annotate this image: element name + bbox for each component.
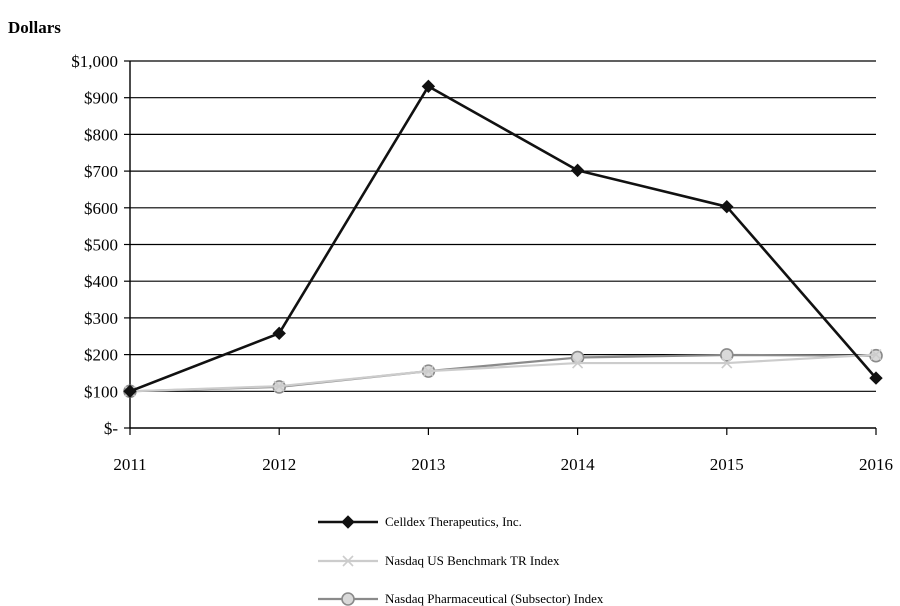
series-line xyxy=(129,353,877,393)
gridlines xyxy=(124,60,877,435)
legend-label: Nasdaq Pharmaceutical (Subsector) Index xyxy=(385,591,604,606)
y-tick-label: $300 xyxy=(84,309,118,328)
data-point xyxy=(273,380,285,392)
y-tick-label: $200 xyxy=(84,346,118,365)
data-point xyxy=(570,163,585,178)
data-point xyxy=(572,357,584,369)
y-axis-title: Dollars xyxy=(8,18,61,37)
y-tick-label: $1,000 xyxy=(71,52,118,71)
x-tick-label: 2015 xyxy=(710,455,744,474)
series-1 xyxy=(124,349,882,397)
data-point xyxy=(720,199,734,214)
data-point xyxy=(421,79,436,94)
diamond-marker-icon xyxy=(341,515,355,529)
x-tick-label: 2013 xyxy=(411,455,445,474)
data-point xyxy=(870,349,882,361)
y-axis-ticks: $- $100 $200 $300 $400 $500 $600 $700 $800 $900 $1… xyxy=(71,52,118,438)
x-tick-label: 2012 xyxy=(262,455,296,474)
x-tick-label: 2016 xyxy=(859,455,893,474)
legend-label: Nasdaq US Benchmark TR Index xyxy=(385,553,560,568)
legend-item: Celldex Therapeutics, Inc. xyxy=(318,514,522,529)
x-axis-ticks: 2011 2012 2013 2014 2015 2016 xyxy=(113,455,893,474)
y-tick-label: $700 xyxy=(84,162,118,181)
series-2 xyxy=(123,348,883,399)
series-0 xyxy=(123,79,883,399)
x-marker-icon xyxy=(342,555,354,567)
data-point xyxy=(422,365,434,377)
legend: Celldex Therapeutics, Inc. Nasdaq US Benc… xyxy=(318,514,604,606)
data-point xyxy=(272,326,286,341)
circle-marker-icon xyxy=(341,592,355,606)
x-tick-label: 2014 xyxy=(561,455,596,474)
data-point xyxy=(570,350,585,365)
y-tick-label: $100 xyxy=(84,382,118,401)
legend-label: Celldex Therapeutics, Inc. xyxy=(385,514,522,529)
series-line xyxy=(129,85,877,393)
data-point xyxy=(721,357,733,369)
data-point xyxy=(719,348,734,362)
data-point xyxy=(123,384,137,399)
y-tick-label: $500 xyxy=(84,236,118,255)
x-tick-label: 2011 xyxy=(113,455,146,474)
legend-item: Nasdaq Pharmaceutical (Subsector) Index xyxy=(318,591,604,606)
legend-item: Nasdaq US Benchmark TR Index xyxy=(318,553,560,568)
series-lines xyxy=(123,79,883,399)
data-point xyxy=(869,371,883,385)
y-tick-label: $900 xyxy=(84,89,118,108)
y-tick-label: $- xyxy=(104,419,119,438)
y-tick-label: $800 xyxy=(84,125,118,144)
y-tick-label: $600 xyxy=(84,199,118,218)
y-tick-label: $400 xyxy=(84,272,118,291)
